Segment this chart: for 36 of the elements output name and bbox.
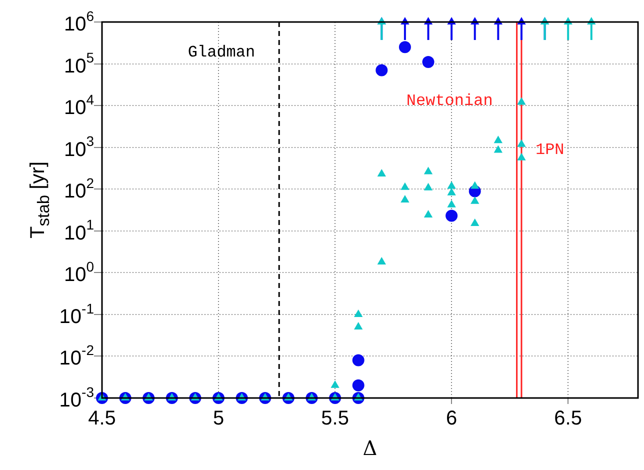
- point: [446, 210, 458, 222]
- point: [376, 64, 388, 76]
- point: [352, 354, 364, 366]
- point: [354, 322, 363, 330]
- point: [424, 166, 433, 174]
- x-tick-label: 5.5: [321, 408, 349, 430]
- point: [354, 309, 363, 317]
- point: [398, 41, 411, 54]
- point: [330, 380, 340, 388]
- ref-line-label: Gladman: [188, 43, 256, 62]
- x-tick-label: 5: [212, 408, 224, 430]
- point: [517, 139, 526, 147]
- point: [377, 169, 386, 176]
- point: [424, 182, 433, 190]
- point: [377, 257, 386, 264]
- point: [517, 152, 526, 160]
- point: [400, 194, 410, 202]
- point: [470, 181, 480, 189]
- point: [400, 182, 410, 190]
- x-axis-title: Δ: [362, 436, 378, 460]
- point: [470, 218, 480, 226]
- ref-line-label: 1PN: [535, 141, 564, 160]
- point: [494, 145, 503, 153]
- point: [352, 379, 364, 392]
- point: [470, 196, 480, 204]
- point: [447, 181, 456, 189]
- point: [517, 97, 526, 105]
- point: [424, 210, 433, 218]
- x-tick-label: 6.5: [554, 408, 582, 430]
- x-tick-label: 4.5: [88, 408, 116, 430]
- x-tick-label: 6: [446, 408, 458, 430]
- point: [494, 136, 503, 144]
- ref-line-label: Newtonian: [406, 92, 493, 110]
- point: [447, 188, 456, 196]
- point: [447, 200, 456, 208]
- point: [422, 56, 434, 68]
